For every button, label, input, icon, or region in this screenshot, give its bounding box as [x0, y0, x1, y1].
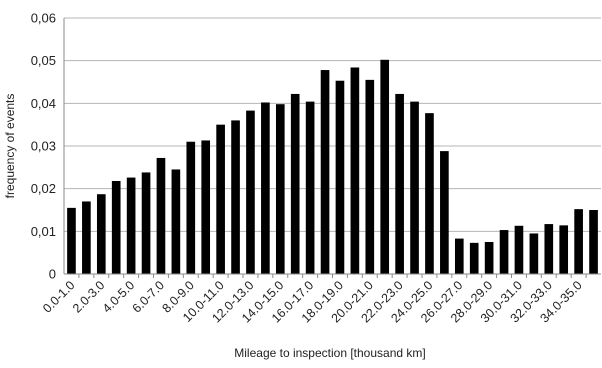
x-axis-title: Mileage to inspection [thousand km] [234, 346, 425, 360]
bar [574, 209, 583, 274]
bar [544, 224, 554, 274]
bar [514, 225, 524, 274]
bar [305, 101, 315, 274]
bar [201, 140, 211, 274]
y-axis-title: frequency of events [3, 94, 17, 199]
y-tick-label: 0,04 [31, 96, 56, 111]
y-tick-label: 0,03 [31, 139, 56, 154]
bar [231, 120, 240, 275]
bar [469, 242, 479, 274]
y-tick-label: 0,05 [31, 53, 56, 68]
bar [350, 67, 360, 275]
bar [96, 194, 106, 274]
bar [171, 169, 181, 274]
bar [335, 80, 345, 274]
bar [454, 238, 464, 274]
x-tick-label: 0.0-1.0 [40, 278, 77, 315]
y-tick-label: 0,06 [31, 11, 56, 26]
bar [589, 210, 598, 274]
bar [261, 102, 270, 274]
bar [216, 124, 225, 274]
bar [365, 79, 375, 275]
bar [186, 141, 196, 274]
y-tick-label: 0 [49, 267, 56, 282]
bar [126, 177, 136, 274]
bar [395, 93, 404, 274]
bar [425, 113, 434, 275]
x-tick-label: 4.0-5.0 [100, 278, 137, 315]
bar [440, 151, 449, 274]
bar [141, 172, 151, 274]
bar [499, 230, 509, 274]
bar [82, 201, 91, 274]
y-tick-labels: 0 0,01 0,02 0,03 0,04 0,05 0,06 [31, 11, 56, 282]
x-tick-label: 2.0-3.0 [70, 278, 107, 315]
bar [246, 110, 255, 274]
bar [380, 59, 390, 275]
bar [156, 157, 166, 274]
x-tick-label: 6.0-7.0 [130, 278, 167, 315]
bar [410, 101, 419, 274]
y-tick-label: 0,01 [31, 224, 56, 239]
bar [290, 93, 300, 274]
bar [320, 70, 330, 274]
bar [529, 233, 539, 274]
bar [275, 104, 285, 274]
bar [559, 225, 569, 274]
bar [67, 207, 76, 274]
y-tick-label: 0,02 [31, 181, 56, 196]
x-tick-labels: 0.0-1.02.0-3.04.0-5.06.0-7.08.0-9.010.0-… [40, 278, 585, 325]
bar [484, 242, 494, 274]
bars [67, 59, 598, 275]
gridlines [64, 17, 601, 232]
axes [63, 18, 601, 278]
bar [111, 180, 121, 274]
